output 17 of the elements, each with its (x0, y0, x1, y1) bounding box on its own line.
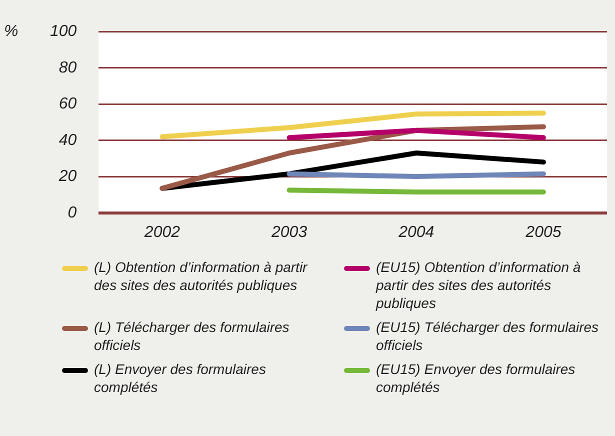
x-tick-label: 2005 (524, 224, 562, 241)
legend-label: (L) Envoyer des formulaires complétés (94, 360, 267, 396)
x-tick-label: 2002 (143, 224, 180, 241)
x-tick-label: 2004 (398, 224, 434, 241)
y-tick-label: 20 (58, 168, 77, 186)
legend-label: (EU15) Télécharger des formulaires officiels (376, 318, 600, 354)
y-tick-label: 80 (58, 59, 77, 76)
legend-label: (EU15) Obtention d’information à partir des sites des autorités publiques (376, 258, 582, 312)
y-axis-title: % (4, 23, 18, 40)
legend-label: (L) Obtention d’information à partir des sites des autorités publiques (94, 258, 308, 294)
y-tick-label: 0 (68, 204, 77, 222)
y-tick-label: 100 (50, 23, 77, 40)
legend-label: (EU15) Envoyer des formulaires complétés (376, 360, 576, 396)
y-tick-label: 40 (58, 132, 77, 149)
legend-label: (L) Télécharger des formulaires officiels (94, 318, 290, 354)
x-tick-label: 2003 (270, 224, 308, 241)
y-tick-label: 60 (58, 96, 77, 113)
